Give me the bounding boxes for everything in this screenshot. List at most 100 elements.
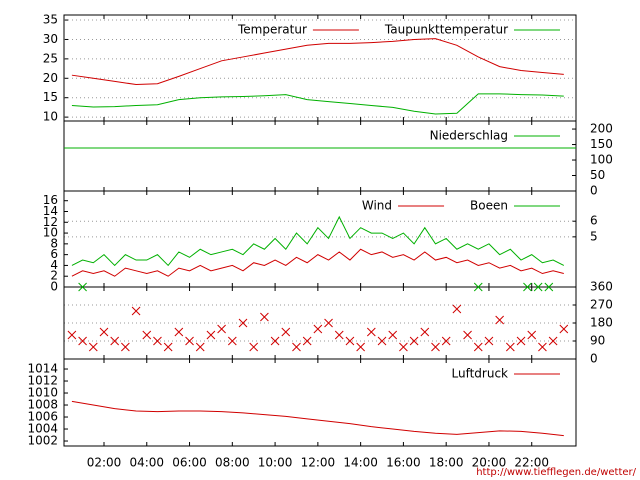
point [431, 342, 440, 352]
y-tick-label: 1008 [27, 398, 58, 412]
y-tick-label: 1004 [27, 422, 58, 436]
point [302, 336, 312, 346]
x-tick-label: 22:00 [514, 456, 549, 470]
y-tick-label: 180 [590, 316, 613, 330]
point [163, 342, 173, 352]
x-tick-label: 08:00 [215, 456, 250, 470]
y-tick-label: 4 [50, 258, 58, 272]
point [313, 324, 323, 334]
series-line [71, 38, 564, 86]
panel-frame [63, 358, 577, 447]
y-tick-label: 16 [43, 193, 58, 207]
x-tick-label: 20:00 [472, 456, 507, 470]
point [388, 330, 398, 340]
series-line [71, 248, 564, 277]
series-line [71, 215, 565, 267]
point [366, 327, 376, 337]
point [206, 330, 216, 340]
point [544, 282, 554, 292]
point [495, 315, 505, 325]
y-tick-label: 6 [50, 247, 58, 261]
point [324, 318, 333, 328]
x-tick-label: 12:00 [301, 456, 336, 470]
y-tick-label: 14 [43, 204, 58, 218]
y2-tick-label: 6 [590, 214, 598, 228]
point [78, 282, 87, 292]
point [473, 282, 483, 292]
y-tick-label: 100 [590, 153, 613, 167]
legend-label: Luftdruck [451, 367, 508, 381]
legend-label: Wind [362, 199, 392, 213]
point [292, 342, 301, 352]
point [67, 330, 77, 340]
y-tick-label: 1012 [27, 374, 58, 388]
point [99, 327, 109, 337]
point [484, 336, 494, 346]
x-tick-label: 06:00 [172, 456, 207, 470]
point [78, 336, 87, 346]
point [533, 282, 543, 292]
point [238, 318, 248, 328]
point [527, 330, 537, 340]
y-tick-label: 30 [43, 32, 58, 46]
y-tick-label: 0 [590, 352, 598, 366]
y-tick-label: 50 [590, 168, 605, 182]
y-tick-label: 200 [590, 122, 613, 136]
point [356, 342, 365, 352]
point [538, 342, 547, 352]
x-tick-label: 14:00 [343, 456, 378, 470]
x-tick-label: 04:00 [129, 456, 164, 470]
y-tick-label: 0 [50, 280, 58, 294]
point [142, 330, 152, 340]
point [195, 342, 205, 352]
point [548, 336, 558, 346]
y-tick-label: 1014 [27, 362, 58, 376]
point [217, 324, 226, 334]
y-tick-label: 2 [50, 269, 58, 283]
legend-label: Boeen [470, 199, 508, 213]
y-tick-label: 15 [43, 90, 58, 104]
point [281, 327, 291, 337]
point [463, 330, 472, 340]
point [516, 336, 526, 346]
y-tick-label: 25 [43, 51, 58, 65]
point [345, 336, 355, 346]
x-tick-label: 18:00 [429, 456, 464, 470]
point [88, 342, 98, 352]
point [110, 336, 120, 346]
point [399, 342, 408, 352]
y-tick-label: 20 [43, 71, 58, 85]
y-tick-label: 8 [50, 236, 58, 250]
point [409, 336, 419, 346]
y-tick-label: 35 [43, 13, 58, 27]
y-tick-label: 270 [590, 298, 613, 312]
point [270, 336, 280, 346]
point [174, 327, 184, 337]
series-line [71, 400, 564, 437]
point [505, 342, 515, 352]
y-tick-label: 1010 [27, 386, 58, 400]
x-tick-label: 10:00 [258, 456, 293, 470]
point [377, 336, 387, 346]
y-tick-label: 1006 [27, 410, 58, 424]
point [420, 327, 430, 337]
point [153, 336, 162, 346]
y-tick-label: 10 [43, 226, 58, 240]
point [523, 282, 532, 292]
point [185, 336, 194, 346]
point [441, 336, 451, 346]
x-tick-label: 02:00 [87, 456, 122, 470]
y-tick-label: 0 [590, 184, 598, 198]
x-tick-label: 16:00 [386, 456, 421, 470]
point [249, 342, 259, 352]
y2-tick-label: 5 [590, 229, 598, 243]
y-tick-label: 1002 [27, 434, 58, 448]
point [334, 330, 344, 340]
y-tick-label: 150 [590, 137, 613, 151]
point [559, 324, 569, 334]
y-tick-label: 90 [590, 334, 605, 348]
y-tick-label: 360 [590, 280, 613, 294]
legend-label: Temperatur [237, 23, 307, 37]
point [260, 312, 269, 322]
